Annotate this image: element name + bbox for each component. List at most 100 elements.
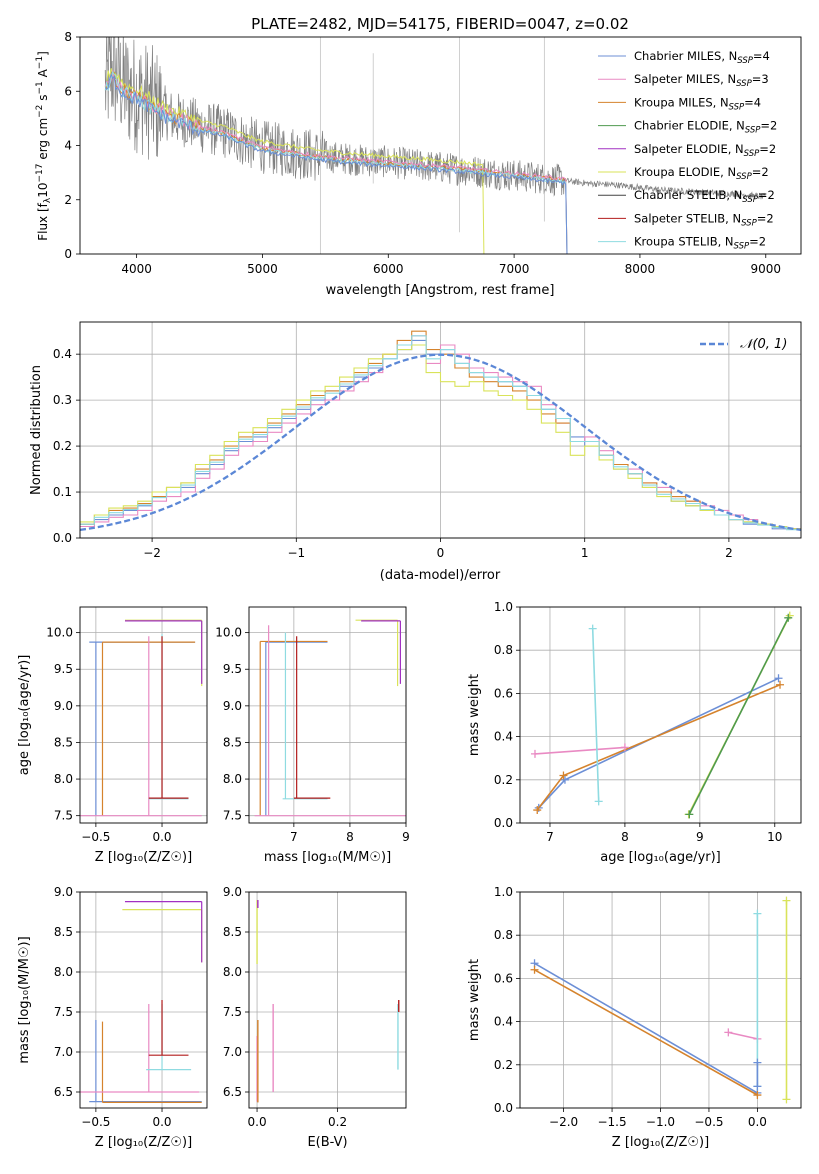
legend-sub: SSP	[737, 56, 753, 66]
x-tick-label: −1.5	[597, 1115, 626, 1129]
y-tick-label: 8.0	[223, 772, 242, 786]
x-tick-label: −2.0	[549, 1115, 578, 1129]
legend-sub: SSP	[742, 195, 758, 205]
y-tick-label: 8.5	[223, 735, 242, 749]
y-tick-label: 0.8	[494, 928, 513, 942]
x-axis-label: age [log₁₀(age/yr)]	[600, 850, 721, 865]
y-axis-label: mass weight	[467, 674, 482, 756]
histogram-ylabel: Normed distribution	[29, 365, 44, 495]
legend-name: Kroupa ELODIE, N	[634, 165, 736, 179]
y-tick-label: 9.0	[54, 885, 73, 899]
legend-normal-label: 𝒩(0, 1)	[740, 337, 787, 352]
y-tick-label: 0.2	[494, 773, 513, 787]
y-axis-label: mass weight	[467, 959, 482, 1041]
mass-weight-point	[594, 797, 603, 806]
legend-sub: SSP	[734, 242, 750, 252]
model-spectrum	[104, 73, 568, 254]
age-vs-Z-panel: −0.5 0.0 7.5 8.0 8.5 9.0 9.5 10.0 Z [log₁₀(Z/Z☉)…	[17, 606, 208, 865]
legend-name: Salpeter STELIB, N	[634, 211, 741, 225]
mass-weight-line	[591, 628, 600, 802]
y-tick-label: 7.0	[223, 1045, 242, 1059]
grid	[80, 891, 207, 1108]
y-tick-label: 0.8	[494, 643, 513, 657]
x-axis-label: E(B-V)	[307, 1135, 347, 1150]
legend-name: Salpeter MILES, N	[634, 72, 736, 86]
y-tick-label: 7.5	[223, 1005, 242, 1019]
y-tick-label: 0.4	[494, 730, 513, 744]
y-tick-label: 8.0	[223, 965, 242, 979]
y-tick-label: 2	[64, 193, 72, 207]
y-tick-label: 0.2	[494, 1058, 513, 1072]
mass-weight-vs-Z-panel: −2.0 −1.5 −1.0 −0.5 0.0 0.0 0.2 0.4 0.6 0.8 1.0 Z […	[467, 885, 802, 1150]
mass-weight-point	[560, 775, 569, 784]
y-axis-label: age [log₁₀(age/yr)]	[17, 655, 32, 776]
x-tick-label: 4000	[121, 262, 152, 276]
x-tick-label: 7000	[499, 262, 530, 276]
figure-title: PLATE=2482, MJD=54175, FIBERID=0047, z=0…	[251, 15, 629, 33]
observed-spectrum	[104, 37, 766, 200]
legend-name: Kroupa MILES, N	[634, 95, 729, 109]
y-tick-label: 1.0	[494, 600, 513, 614]
axes-frame	[79, 606, 208, 824]
x-tick-label: 9000	[750, 262, 781, 276]
legend-count: =2	[758, 188, 775, 202]
legend-sub: SSP	[736, 79, 752, 89]
mass-weight-point	[620, 743, 629, 752]
legend-label: Salpeter ELODIE, NSSP=2	[634, 142, 776, 159]
mass-weight-point	[753, 909, 762, 918]
y-tick-label: 1.0	[494, 885, 513, 899]
y-tick-label: 6.5	[54, 1085, 73, 1099]
plot-area	[80, 900, 203, 1104]
spectrum-ylabel: Flux [fλ10−17 erg cm−2 s−1 A−1]	[35, 51, 53, 241]
x-tick-label: 5000	[247, 262, 278, 276]
mass-weight-point	[533, 806, 542, 815]
mass-weight-point	[782, 1095, 791, 1104]
y-tick-label: 7.5	[54, 809, 73, 823]
histogram-legend: 𝒩(0, 1)	[700, 337, 787, 352]
y-tick-label: 0.0	[494, 816, 513, 830]
x-tick-label: 10	[767, 830, 782, 844]
legend-count: =2	[749, 235, 766, 249]
axes-frame	[519, 606, 802, 824]
y-tick-label: 0.6	[494, 971, 513, 985]
x-tick-label: 9	[402, 830, 410, 844]
legend-sub: SSP	[736, 172, 752, 182]
y-tick-label: 0.3	[53, 393, 72, 407]
x-tick-label: 0.0	[152, 830, 171, 844]
legend-label: Kroupa ELODIE, NSSP=2	[634, 165, 769, 182]
histogram-step	[80, 335, 801, 531]
x-tick-label: 8	[621, 830, 629, 844]
x-tick-label: 0.0	[748, 1115, 767, 1129]
x-axis-label: Z [log₁₀(Z/Z☉)]	[95, 1135, 192, 1150]
mass-weight-point	[782, 896, 791, 905]
y-tick-label: 6	[64, 84, 72, 98]
mass-weight-point	[724, 1028, 733, 1037]
x-tick-label: 6000	[373, 262, 404, 276]
legend-name: Chabrier MILES, N	[634, 49, 737, 63]
normal-curve	[80, 353, 801, 532]
y-tick-label: 0.2	[53, 439, 72, 453]
mass-weight-line	[536, 684, 781, 811]
mass-weight-line	[538, 677, 779, 809]
x-tick-label: 0.2	[328, 1115, 347, 1129]
legend-name: Salpeter ELODIE, N	[634, 142, 744, 156]
legend-label: Kroupa MILES, NSSP=4	[634, 95, 761, 112]
y-tick-label: 8.5	[54, 735, 73, 749]
y-tick-label: 8.5	[54, 925, 73, 939]
y-tick-label: 7.0	[54, 1045, 73, 1059]
mass-weight-line	[728, 1031, 758, 1040]
legend-count: =2	[759, 142, 776, 156]
mass-vs-EBV-panel: 0.0 0.2 6.5 7.0 7.5 8.0 8.5 9.0 E(B-V)	[223, 885, 407, 1150]
mass-weight-point	[530, 749, 539, 758]
mass-weight-line	[534, 962, 758, 1094]
y-tick-label: 8.5	[223, 925, 242, 939]
y-tick-label: 0.0	[494, 1101, 513, 1115]
legend-label: Salpeter STELIB, NSSP=2	[634, 211, 774, 228]
y-tick-label: 7.5	[223, 809, 242, 823]
mass-weight-point	[685, 810, 694, 819]
mass-weight-point	[753, 1091, 762, 1100]
x-tick-label: −0.5	[694, 1115, 723, 1129]
x-tick-label: −1	[287, 546, 305, 560]
legend-count: =3	[752, 72, 769, 86]
